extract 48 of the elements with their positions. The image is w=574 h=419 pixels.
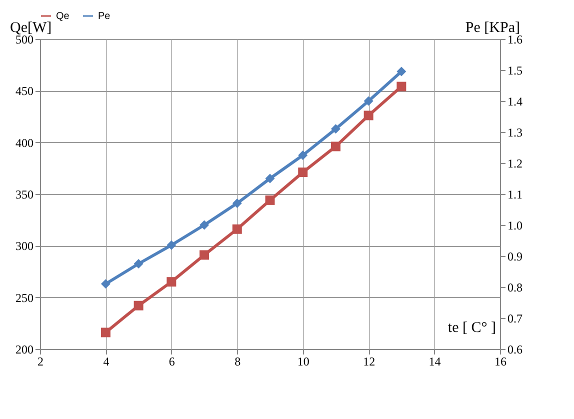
point: [298, 168, 308, 178]
point: [200, 250, 210, 260]
y-tick-label: 300: [16, 239, 34, 254]
point: [364, 110, 374, 120]
y2-tick-label: 0.9: [508, 250, 522, 264]
point: [166, 240, 176, 250]
y-tick-label: 350: [16, 188, 34, 202]
y2-tick-label: 1.3: [508, 126, 522, 140]
point: [200, 220, 210, 230]
point: [100, 328, 110, 338]
point: [364, 96, 374, 106]
point: [396, 82, 406, 92]
point: [134, 300, 144, 310]
x-tick-label: 4: [103, 354, 110, 368]
point: [232, 198, 242, 208]
y-tick-label: 200: [16, 342, 34, 356]
y2-tick-label: 1.5: [508, 64, 522, 78]
point: [265, 174, 275, 184]
x-axis-title: te [ C° ]: [448, 320, 496, 336]
y-axis-title: Qe[W]: [10, 20, 52, 36]
point: [298, 150, 308, 160]
point: [134, 259, 144, 268]
x-tick-label: 10: [297, 354, 310, 368]
y-tick-label: 400: [16, 136, 34, 150]
point: [100, 279, 110, 289]
x-tick-label: 8: [234, 354, 241, 368]
x-tick-label: 6: [168, 354, 175, 368]
x-tick-label: 2: [38, 354, 44, 368]
y2-tick-label: 1.2: [508, 156, 522, 170]
point: [166, 277, 176, 287]
point: [265, 195, 275, 205]
x-tick-label: 16: [494, 354, 506, 368]
point: [330, 142, 340, 152]
x-tick-label: 14: [428, 354, 441, 368]
legend-label: Qe: [56, 11, 70, 22]
point: [330, 124, 340, 134]
y2-tick-label: 0.6: [508, 342, 522, 356]
x-tick-label: 12: [363, 354, 376, 368]
point: [232, 224, 242, 234]
y-tick-label: 250: [16, 290, 34, 305]
y2-tick-label: 1.0: [508, 218, 522, 232]
y2-tick-label: 1.4: [508, 94, 522, 108]
point: [396, 66, 406, 76]
y2-tick-label: 0.7: [508, 312, 522, 326]
y2-tick-label: 1.1: [508, 188, 522, 202]
legend-label: Pe: [98, 11, 111, 22]
y-tick-label: 450: [16, 84, 34, 98]
y2-tick-label: 0.8: [508, 280, 522, 294]
